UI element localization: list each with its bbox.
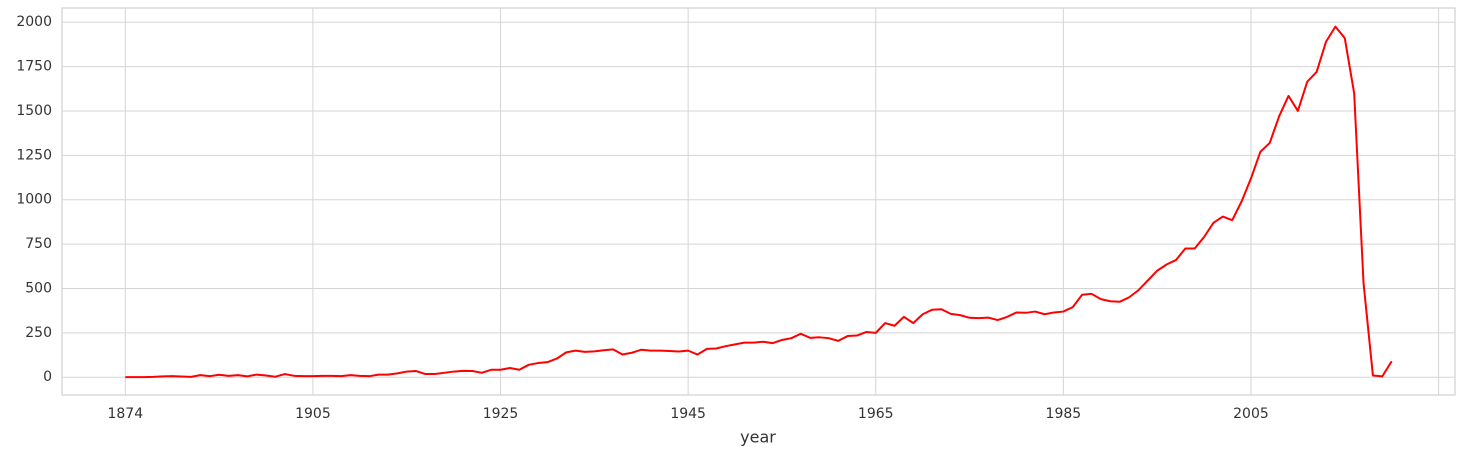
plot-frame: [61, 7, 1456, 396]
x-axis-label: year: [740, 428, 776, 447]
y-tick-label: 250: [25, 325, 52, 341]
y-tick-label: 0: [43, 369, 52, 385]
y-tick-label: 1000: [16, 192, 52, 208]
x-tick-label: 1874: [107, 406, 143, 422]
y-tick-label: 1250: [16, 147, 52, 163]
x-tick-label: 1945: [670, 406, 706, 422]
y-tick-label: 500: [25, 280, 52, 296]
x-tick-label: 1925: [483, 406, 519, 422]
y-tick-label: 750: [25, 236, 52, 252]
data-line: [125, 25, 1393, 379]
y-tick-label: 2000: [16, 14, 52, 30]
x-tick-label: 2005: [1233, 406, 1269, 422]
x-tick-label: 1965: [858, 406, 894, 422]
x-tick-label: 1985: [1046, 406, 1082, 422]
y-tick-label: 1500: [16, 103, 52, 119]
x-tick-label: 1905: [295, 406, 331, 422]
y-tick-label: 1750: [16, 59, 52, 75]
